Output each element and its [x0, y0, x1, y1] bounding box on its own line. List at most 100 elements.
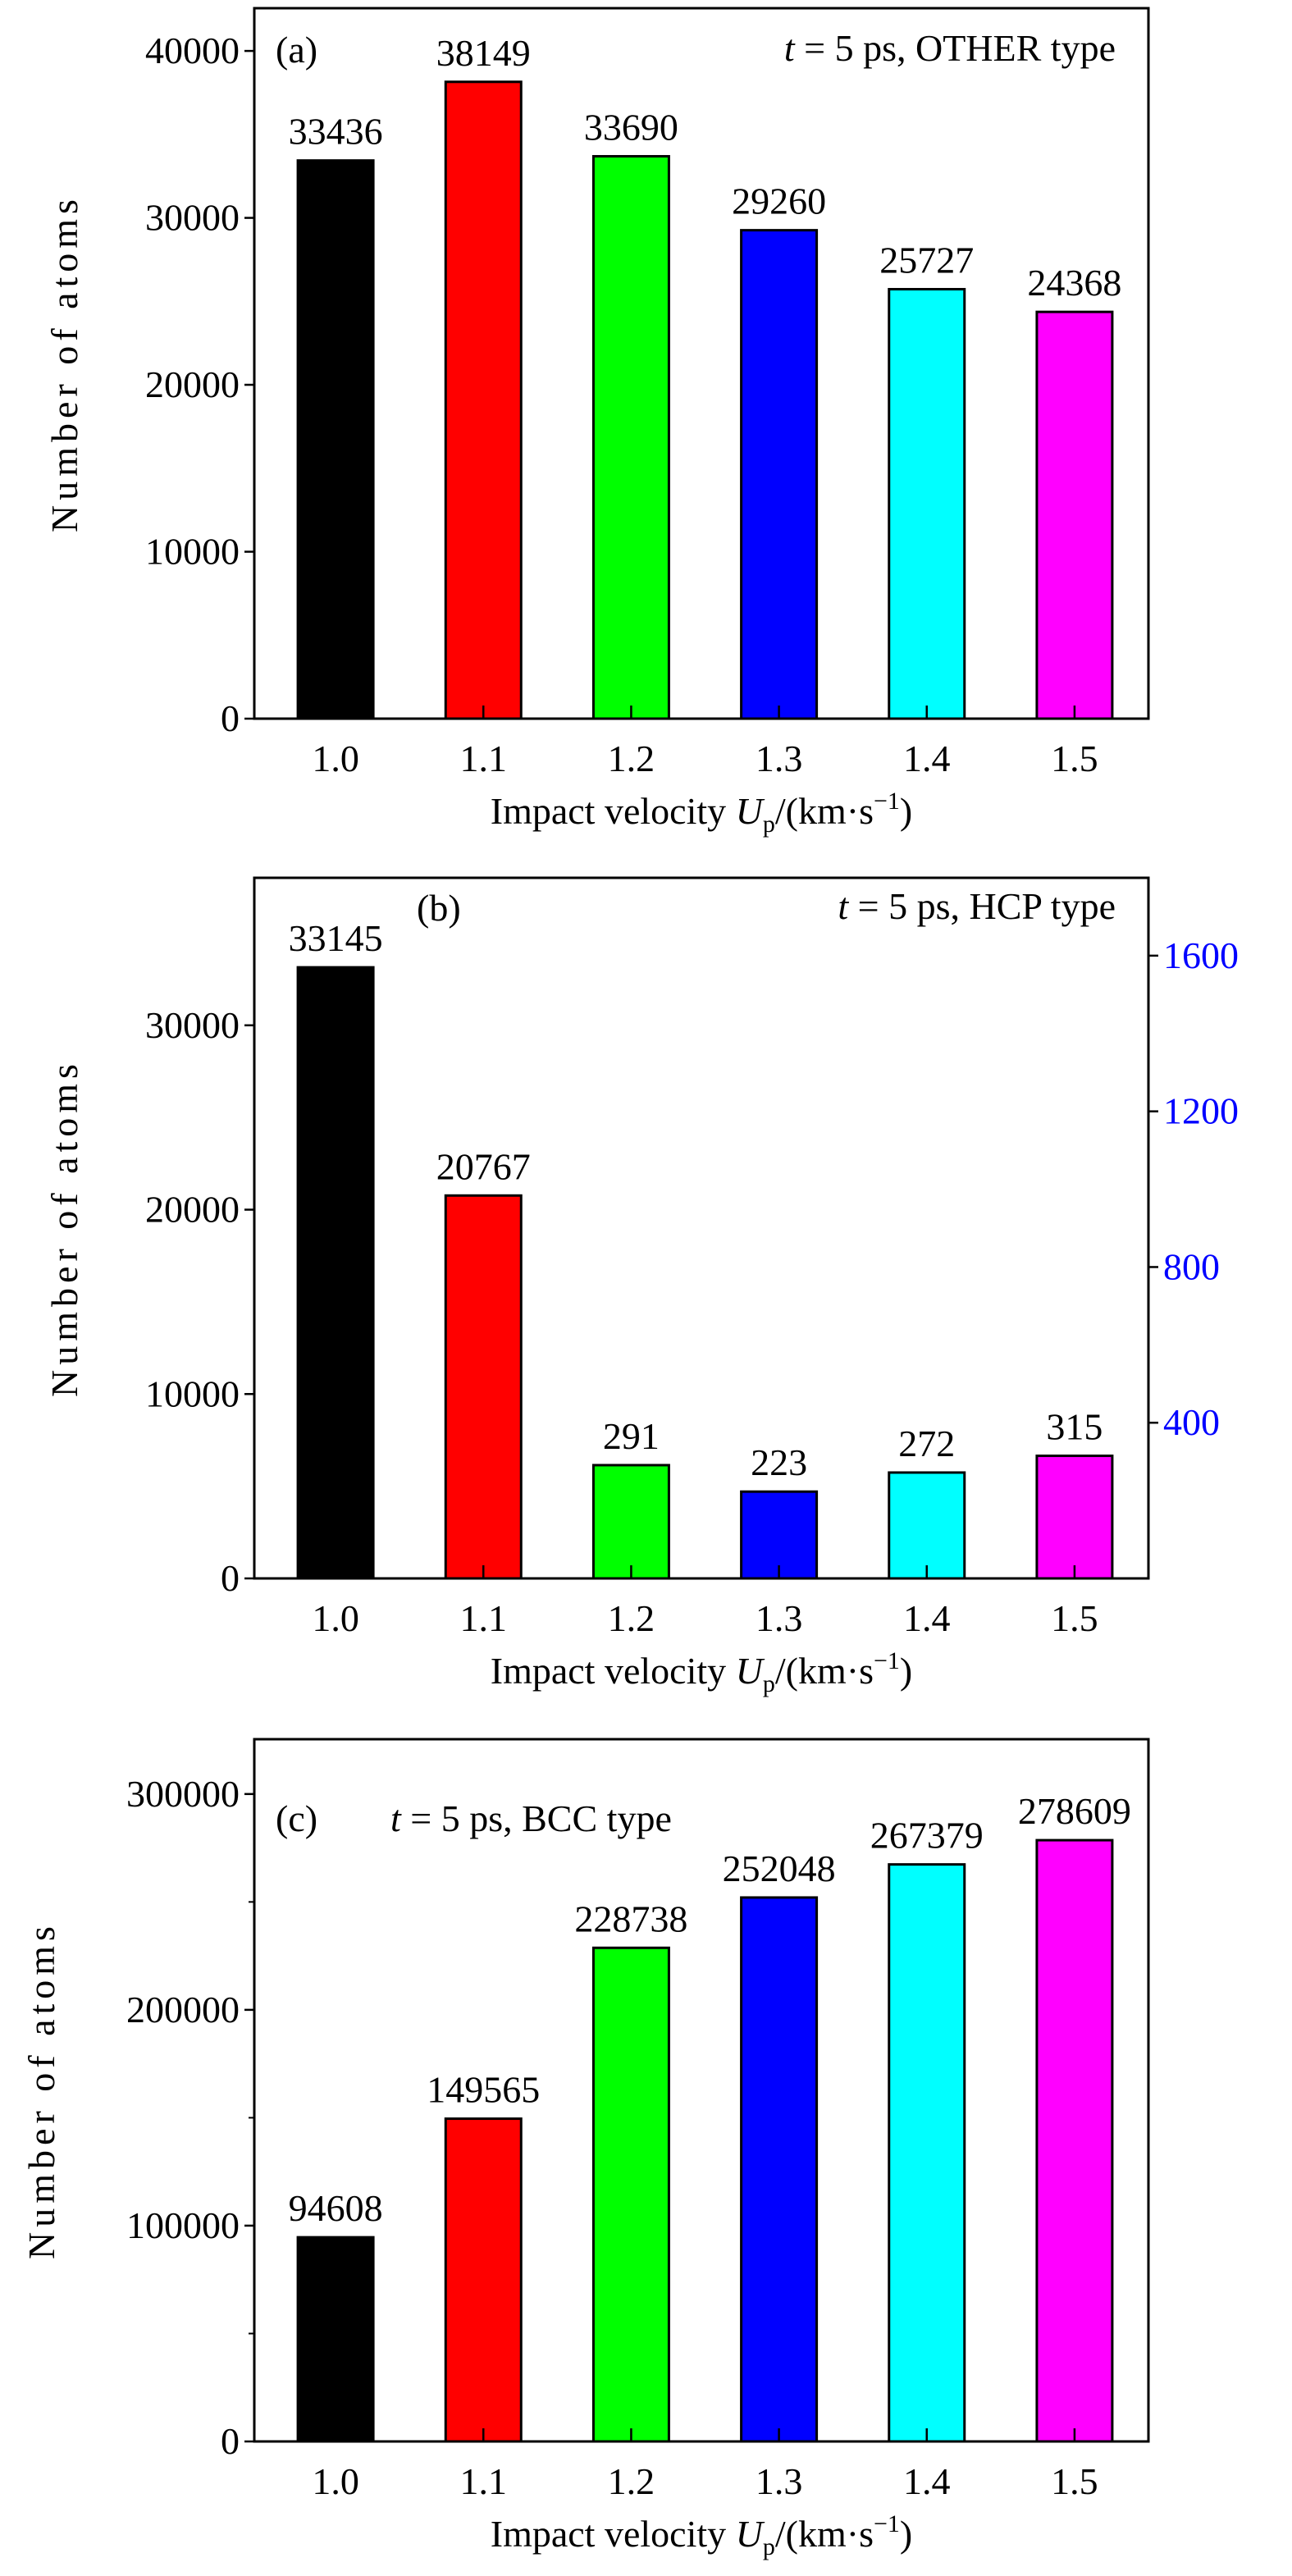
x-tick-label: 1.5: [1051, 1597, 1098, 1639]
x-label-sub: p: [763, 811, 775, 838]
y2-tick-label: 1600: [1163, 934, 1239, 976]
x-label-post: ): [900, 1650, 912, 1692]
data-label: 33690: [584, 106, 678, 148]
x-tick-label: 1.0: [312, 2460, 359, 2502]
y-tick-label: 200000: [126, 1989, 240, 2030]
panel-b: 33145 1.0 20767 1.1 291 1.2 223 1.3 272 1.4 315 1.5…: [43, 876, 1239, 1697]
data-label: 25727: [879, 240, 974, 281]
x-label-var: U: [736, 790, 765, 832]
y-tick-label: 0: [221, 697, 240, 739]
bar-1.2: [591, 1464, 670, 1580]
data-label: 33145: [289, 917, 383, 959]
x-label-sup: −1: [874, 1647, 900, 1674]
y-axis-label: Number of atoms: [43, 194, 85, 532]
bar-1.0: [296, 966, 375, 1580]
data-label: 38149: [436, 32, 531, 74]
bar-1.3: [740, 229, 819, 720]
y-tick-label: 20000: [145, 1189, 240, 1231]
data-label: 252048: [723, 1848, 836, 1889]
x-tick-label: 1.3: [756, 1597, 803, 1639]
x-tick-label: 1.0: [312, 738, 359, 779]
data-label: 267379: [870, 1815, 984, 1857]
data-label: 20767: [436, 1145, 531, 1187]
plot-frame: [253, 1738, 1150, 2443]
bar-1.1: [444, 80, 523, 720]
panel-annotation: t = 5 ps, OTHER type: [784, 27, 1116, 69]
data-label: 315: [1046, 1406, 1103, 1448]
x-tick-label: 1.0: [312, 1597, 359, 1639]
panel-a: 33436 1.0 38149 1.1 33690 1.2 29260 1.3 25727 1.4…: [43, 7, 1150, 838]
annotation-text: = 5 ps, HCP type: [848, 885, 1116, 927]
data-label: 228738: [574, 1898, 687, 1939]
x-label-sub: p: [763, 2533, 775, 2560]
x-tick-label: 1.5: [1051, 2460, 1098, 2502]
y2-tick-label: 400: [1163, 1401, 1220, 1443]
x-label-pre: Impact velocity: [491, 2513, 736, 2555]
bar-1.5: [1035, 1838, 1114, 2443]
x-tick-label: 1.1: [460, 1597, 508, 1639]
bar-1.2: [591, 1946, 670, 2443]
plot-frame: [253, 7, 1150, 720]
x-label-post: ): [900, 790, 912, 832]
bar-1.4: [888, 288, 966, 720]
y-tick-label: 300000: [126, 1773, 240, 1815]
panel-annotation: t = 5 ps, HCP type: [838, 885, 1116, 927]
x-tick-label: 1.2: [608, 2460, 655, 2502]
plot-frame: [253, 876, 1150, 1580]
x-tick-label: 1.2: [608, 738, 655, 779]
data-label: 29260: [732, 180, 826, 222]
annotation-var: t: [390, 1797, 402, 1839]
data-label: 223: [751, 1441, 807, 1483]
x-label-mid: /(km·s: [775, 790, 874, 832]
data-label: 94608: [289, 2187, 383, 2229]
bar-1.5: [1035, 1455, 1114, 1580]
y-axis-label: Number of atoms: [43, 1059, 85, 1397]
bar-1.3: [740, 1490, 819, 1580]
bar-1.0: [296, 2236, 375, 2443]
panel-label: (c): [276, 1797, 317, 1839]
x-tick-label: 1.4: [903, 2460, 951, 2502]
x-axis-label: Impact velocity Up/(km·s−1): [491, 2510, 912, 2560]
x-tick-label: 1.3: [756, 2460, 803, 2502]
y2-tick-label: 800: [1163, 1245, 1220, 1287]
y-tick-label: 40000: [145, 30, 240, 71]
x-tick-label: 1.2: [608, 1597, 655, 1639]
y-tick-label: 0: [221, 2420, 240, 2462]
data-label: 291: [603, 1415, 660, 1457]
data-label: 272: [898, 1423, 955, 1464]
x-label-var: U: [736, 1650, 765, 1692]
x-label-sup: −1: [874, 788, 900, 815]
data-label: 33436: [289, 111, 383, 153]
y-axis-label: Number of atoms: [21, 1921, 62, 2259]
annotation-text: = 5 ps, BCC type: [401, 1797, 672, 1839]
x-tick-label: 1.1: [460, 738, 508, 779]
bar-1.4: [888, 1471, 966, 1580]
x-label-mid: /(km·s: [775, 2513, 874, 2555]
annotation-var: t: [784, 27, 796, 69]
x-tick-label: 1.3: [756, 738, 803, 779]
x-label-post: ): [900, 2513, 912, 2555]
x-label-var: U: [736, 2513, 765, 2555]
x-tick-label: 1.4: [903, 738, 951, 779]
bar-1.1: [444, 1194, 523, 1580]
bar-1.1: [444, 2117, 523, 2443]
y-tick-label: 100000: [126, 2204, 240, 2246]
data-label: 24368: [1027, 262, 1121, 304]
panel-label: (b): [417, 887, 461, 929]
x-axis-label: Impact velocity Up/(km·s−1): [491, 788, 912, 838]
x-label-sub: p: [763, 1670, 775, 1697]
y-tick-label: 0: [221, 1557, 240, 1599]
bar-1.0: [296, 159, 375, 720]
panel-label: (a): [276, 29, 317, 71]
y-tick-label: 10000: [145, 1372, 240, 1414]
x-label-pre: Impact velocity: [491, 1650, 736, 1692]
y-tick-label: 20000: [145, 363, 240, 405]
y-tick-label: 10000: [145, 531, 240, 573]
x-axis-label: Impact velocity Up/(km·s−1): [491, 1647, 912, 1697]
annotation-var: t: [838, 885, 849, 927]
panel-c: 94608 1.0 149565 1.1 228738 1.2 252048 1.3 26737…: [21, 1738, 1150, 2560]
x-tick-label: 1.1: [460, 2460, 508, 2502]
panel-annotation: t = 5 ps, BCC type: [390, 1797, 672, 1839]
bar-1.5: [1035, 310, 1114, 720]
